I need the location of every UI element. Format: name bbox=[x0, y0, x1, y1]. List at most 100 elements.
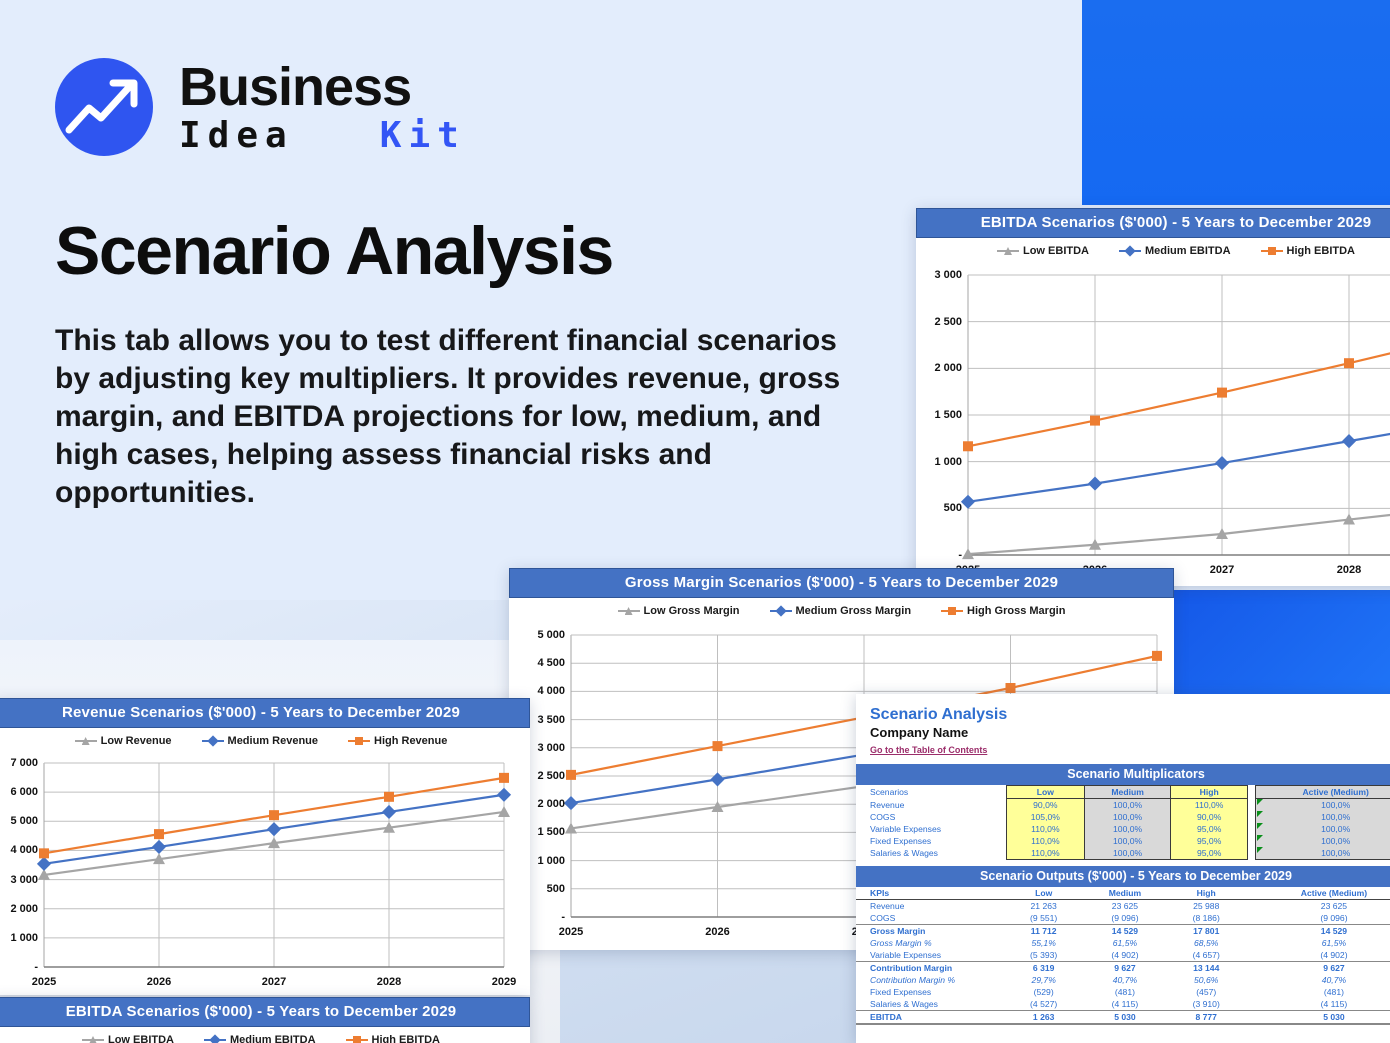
cell-low: 55,1% bbox=[1031, 938, 1056, 948]
row-label: Contribution Margin bbox=[856, 961, 1006, 974]
cell-medium: 23 625 bbox=[1111, 901, 1139, 911]
cell-low[interactable]: 110,0% bbox=[1005, 835, 1086, 847]
cell-high[interactable]: 90,0% bbox=[1170, 811, 1249, 823]
cell-medium: 61,5% bbox=[1112, 938, 1138, 948]
y-axis-tick-label: 3 000 bbox=[934, 269, 962, 281]
table-row: Revenue 90,0% 100,0% 110,0% 100,0% bbox=[856, 798, 1390, 811]
cell-active[interactable]: 100,0% bbox=[1255, 823, 1390, 835]
table-row: Salaries & Wages 110,0% 100,0% 95,0% 100,0% bbox=[856, 847, 1390, 860]
legend-label: High EBITDA bbox=[1286, 245, 1355, 257]
legend-marker-diamond-icon bbox=[1118, 245, 1141, 257]
cell-active[interactable]: 100,0% bbox=[1255, 798, 1390, 811]
x-axis-tick-label: 2026 bbox=[146, 976, 172, 988]
x-axis-tick-label: 2028 bbox=[1336, 564, 1362, 576]
column-header-active: Active (Medium) bbox=[1251, 887, 1390, 900]
x-axis-tick-label: 2027 bbox=[261, 976, 287, 988]
cell-active: (481) bbox=[1323, 987, 1344, 997]
legend-item: Low Gross Margin bbox=[617, 605, 740, 617]
cell-high: (457) bbox=[1196, 987, 1217, 997]
cell-low[interactable]: 105,0% bbox=[1005, 811, 1086, 823]
cell-low: 29,7% bbox=[1031, 975, 1056, 985]
legend-marker-diamond-icon bbox=[203, 1034, 226, 1043]
chart-plot-area: - 1 000 2 000 3 000 4 000 5 000 6 000 7 000 2025… bbox=[0, 751, 530, 997]
cell-high[interactable]: 95,0% bbox=[1170, 835, 1249, 847]
cell-high: 68,5% bbox=[1194, 938, 1219, 948]
cell-high[interactable]: 95,0% bbox=[1170, 847, 1249, 860]
y-axis-tick-label: 1 500 bbox=[537, 826, 565, 839]
y-axis-tick-label: 1 000 bbox=[934, 455, 962, 468]
legend-item: Low EBITDA bbox=[81, 1034, 174, 1043]
table-row: Variable Expenses (5 393) (4 902) (4 657) (4… bbox=[856, 949, 1390, 962]
cell-medium[interactable]: 100,0% bbox=[1084, 835, 1172, 847]
row-label: Contribution Margin % bbox=[870, 975, 956, 985]
cell-active[interactable]: 100,0% bbox=[1255, 835, 1390, 847]
growth-arrow-icon bbox=[55, 58, 153, 156]
table-row: Contribution Margin % 29,7% 40,7% 50,6% 40,7… bbox=[856, 974, 1390, 986]
x-axis-tick-label: 2025 bbox=[558, 926, 584, 938]
chart-legend: Low EBITDA Medium EBITDA High EBITDA bbox=[0, 1027, 530, 1043]
table-row: Gross Margin % 55,1% 61,5% 68,5% 61,5% bbox=[856, 937, 1390, 949]
legend-item: Low Revenue bbox=[74, 735, 172, 747]
cell-medium[interactable]: 100,0% bbox=[1084, 798, 1172, 811]
y-axis-tick-label: - bbox=[34, 961, 38, 973]
brand-logo: Business Idea Kit bbox=[55, 58, 466, 156]
legend-label: Low Revenue bbox=[100, 735, 172, 747]
table-header-row: Scenarios Low Medium High Active (Medium) bbox=[856, 785, 1390, 799]
row-header-label: Scenarios bbox=[870, 787, 909, 797]
scenario-multiplicators-table: Scenarios Low Medium High Active (Medium) Rev… bbox=[856, 785, 1390, 860]
table-row: EBITDA 1 263 5 030 8 777 5 030 bbox=[856, 1010, 1390, 1025]
cell-high[interactable]: 110,0% bbox=[1170, 798, 1249, 811]
column-header-active: Active (Medium) bbox=[1255, 785, 1390, 799]
y-axis-tick-label: - bbox=[561, 911, 565, 923]
row-label: EBITDA bbox=[856, 1010, 1006, 1025]
cell-low: (529) bbox=[1033, 987, 1054, 997]
cell-low[interactable]: 110,0% bbox=[1005, 847, 1086, 860]
column-header-low: Low bbox=[1005, 785, 1086, 799]
legend-marker-square-icon bbox=[941, 607, 964, 615]
x-axis-tick-label: 2028 bbox=[376, 976, 402, 988]
y-axis-tick-label: 4 000 bbox=[537, 685, 565, 698]
x-axis-tick-label: 2027 bbox=[1209, 564, 1235, 576]
row-label: Gross Margin bbox=[856, 924, 1006, 937]
cell-high: (3 910) bbox=[1192, 999, 1220, 1009]
legend-label: Medium EBITDA bbox=[1144, 245, 1231, 257]
cell-active[interactable]: 100,0% bbox=[1255, 811, 1390, 823]
legend-item: High Revenue bbox=[348, 735, 447, 747]
cell-low[interactable]: 90,0% bbox=[1005, 798, 1086, 811]
legend-marker-square-icon bbox=[1260, 247, 1283, 255]
table-row: COGS (9 551) (9 096) (8 186) (9 096) bbox=[856, 912, 1390, 925]
cell-active[interactable]: 100,0% bbox=[1255, 847, 1390, 860]
outputs-band: Scenario Outputs ($'000) - 5 Years to De… bbox=[856, 866, 1390, 887]
cell-medium[interactable]: 100,0% bbox=[1084, 811, 1172, 823]
legend-item: Medium EBITDA bbox=[1118, 245, 1231, 257]
cell-low: (9 551) bbox=[1030, 913, 1058, 923]
row-label: Salaries & Wages bbox=[870, 848, 938, 859]
chart-title: EBITDA Scenarios ($'000) - 5 Years to De… bbox=[916, 208, 1390, 238]
row-label: Variable Expenses bbox=[870, 950, 942, 960]
cell-medium[interactable]: 100,0% bbox=[1084, 823, 1172, 835]
row-label: Fixed Expenses bbox=[870, 836, 932, 846]
cell-medium[interactable]: 100,0% bbox=[1084, 847, 1172, 860]
cell-high: 13 144 bbox=[1168, 961, 1244, 974]
column-header-medium: Medium bbox=[1081, 887, 1169, 900]
x-axis-tick-label: 2029 bbox=[491, 976, 517, 988]
table-row: Salaries & Wages (4 527) (4 115) (3 910) (4 … bbox=[856, 998, 1390, 1011]
cell-medium: 9 627 bbox=[1081, 961, 1169, 974]
cell-active: (4 115) bbox=[1320, 999, 1348, 1009]
y-axis-tick-label: 500 bbox=[546, 882, 565, 895]
y-axis-tick-label: 4 000 bbox=[10, 844, 38, 857]
page-title: Scenario Analysis bbox=[55, 213, 614, 289]
cell-active: 9 627 bbox=[1251, 961, 1390, 974]
legend-item: High EBITDA bbox=[345, 1034, 440, 1043]
y-axis-tick-label: 1 500 bbox=[934, 409, 962, 421]
scenario-analysis-sheet: Scenario Analysis Company Name Go to the… bbox=[856, 694, 1390, 1043]
cell-active: (4 902) bbox=[1320, 950, 1348, 960]
cell-high[interactable]: 95,0% bbox=[1170, 823, 1249, 835]
legend-marker-diamond-icon bbox=[769, 605, 792, 617]
legend-item: Medium EBITDA bbox=[203, 1034, 316, 1043]
table-of-contents-link[interactable]: Go to the Table of Contents bbox=[870, 745, 988, 755]
cell-medium: (4 902) bbox=[1111, 950, 1139, 960]
brand-name-kit: Kit bbox=[379, 115, 466, 156]
cell-low[interactable]: 110,0% bbox=[1005, 823, 1086, 835]
legend-marker-square-icon bbox=[345, 1036, 368, 1043]
